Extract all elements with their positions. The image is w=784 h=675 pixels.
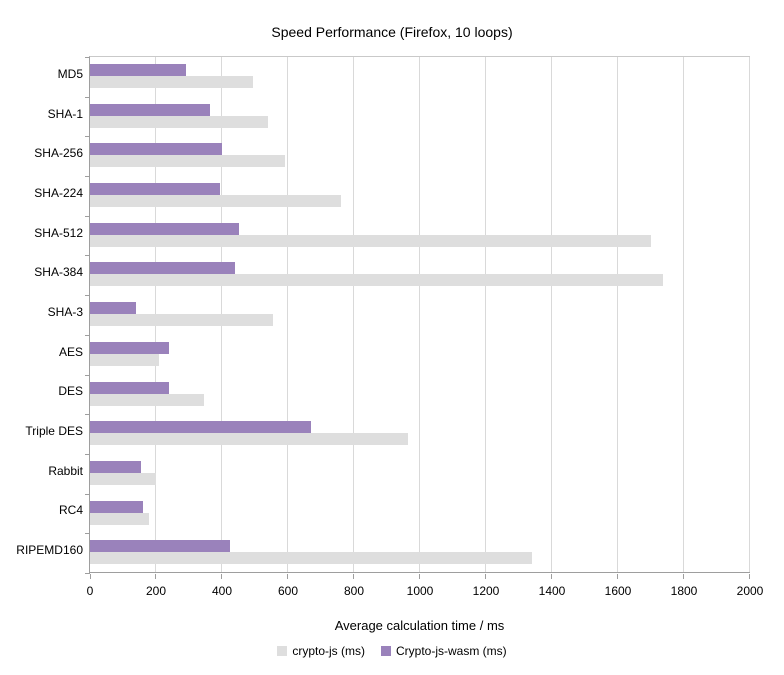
- x-tick-mark-1400: [551, 574, 552, 579]
- x-tick-label-400: 400: [211, 584, 233, 598]
- y-tick-mark: [85, 176, 90, 177]
- bar-crypto-js-ripemd160: [90, 552, 533, 565]
- category-label-ripemd160: RIPEMD160: [16, 543, 83, 558]
- gridline-x-600: [287, 57, 288, 572]
- x-tick-label-1200: 1200: [472, 584, 500, 598]
- gridline-x-1800: [683, 57, 684, 572]
- category-label-rabbit: Rabbit: [48, 463, 83, 478]
- bar-crypto-js-wasm-aes: [90, 341, 170, 354]
- bar-crypto-js-sha-256: [90, 155, 285, 168]
- legend-swatch-icon: [277, 646, 288, 656]
- bar-crypto-js-wasm-des: [90, 381, 170, 394]
- bar-crypto-js-wasm-rabbit: [90, 460, 142, 473]
- y-tick-mark: [85, 57, 90, 58]
- y-tick-mark: [85, 414, 90, 415]
- y-tick-mark: [85, 494, 90, 495]
- y-tick-mark: [85, 136, 90, 137]
- x-tick-mark-1200: [485, 574, 486, 579]
- x-tick-label-800: 800: [343, 584, 365, 598]
- bar-crypto-js-rabbit: [90, 472, 156, 485]
- category-label-aes: AES: [58, 344, 83, 359]
- gridline-x-1000: [419, 57, 420, 572]
- bar-crypto-js-sha-384: [90, 274, 663, 287]
- x-tick-mark-400: [221, 574, 222, 579]
- x-tick-label-2000: 2000: [736, 584, 764, 598]
- category-label-md5: MD5: [57, 66, 83, 81]
- bar-crypto-js-des: [90, 393, 204, 406]
- chart-area: 0 200 400 600 800 1000 1200 1400 1600 1800 2000 MD5…: [16, 56, 763, 598]
- bar-crypto-js-wasm-rc4: [90, 500, 143, 513]
- x-tick-mark-1600: [617, 574, 618, 579]
- chart-title: Speed Performance (Firefox, 10 loops): [271, 24, 513, 40]
- bar-crypto-js-triple-des: [90, 433, 409, 446]
- y-tick-mark: [85, 295, 90, 296]
- category-label-sha-1: SHA-1: [47, 106, 83, 121]
- x-tick-label-1400: 1400: [538, 584, 566, 598]
- y-tick-mark: [85, 335, 90, 336]
- plot-area: 0 200 400 600 800 1000 1200 1400 1600 1800 2000 MD5…: [16, 56, 763, 598]
- gridline-x-1600: [617, 57, 618, 572]
- category-label-sha-3: SHA-3: [47, 305, 83, 319]
- bar-crypto-js-md5: [90, 76, 254, 88]
- x-tick-label-200: 200: [145, 584, 167, 598]
- x-tick-mark-800: [353, 574, 354, 579]
- x-tick-label-1000: 1000: [406, 584, 434, 598]
- y-tick-mark: [85, 97, 90, 98]
- category-label-sha-256: SHA-256: [34, 146, 83, 161]
- bar-crypto-js-sha-1: [90, 115, 269, 128]
- bar-crypto-js-wasm-sha-1: [90, 103, 211, 116]
- bar-crypto-js-rc4: [90, 512, 150, 525]
- y-tick-mark: [85, 454, 90, 455]
- legend-item-crypto-js-ms-: crypto-js (ms): [277, 644, 365, 658]
- gridline-x-1200: [485, 57, 486, 572]
- x-tick-mark-1800: [683, 574, 684, 579]
- gridline-x-800: [353, 57, 354, 572]
- x-tick-label-1800: 1800: [670, 584, 698, 598]
- bar-crypto-js-wasm-ripemd160: [90, 540, 231, 553]
- x-tick-mark-1000: [419, 574, 420, 579]
- bar-crypto-js-wasm-sha-3: [90, 302, 137, 315]
- y-tick-mark: [85, 216, 90, 217]
- x-tick-mark-200: [155, 574, 156, 579]
- legend-item-crypto-js-wasm-ms-: Crypto-js-wasm (ms): [381, 644, 507, 658]
- category-label-sha-224: SHA-224: [34, 185, 83, 200]
- legend-swatch-icon: [381, 646, 391, 656]
- x-tick-label-600: 600: [277, 584, 299, 598]
- x-tick-mark-0: [90, 574, 91, 579]
- category-label-sha-384: SHA-384: [34, 265, 83, 280]
- bar-crypto-js-sha-512: [90, 234, 651, 247]
- x-tick-mark-2000: [749, 574, 750, 579]
- bar-crypto-js-aes: [90, 353, 160, 366]
- y-tick-mark: [85, 573, 90, 574]
- bar-crypto-js-wasm-sha-512: [90, 222, 239, 235]
- y-tick-mark: [85, 375, 90, 376]
- legend-label: crypto-js (ms): [292, 644, 365, 658]
- bar-crypto-js-sha-224: [90, 195, 341, 208]
- gridline-x-1400: [551, 57, 552, 572]
- y-tick-mark: [85, 255, 90, 256]
- legend-label: Crypto-js-wasm (ms): [396, 644, 507, 658]
- x-tick-label-1600: 1600: [604, 584, 632, 598]
- category-label-rc4: RC4: [58, 503, 83, 518]
- bar-crypto-js-wasm-md5: [90, 64, 186, 76]
- category-label-sha-512: SHA-512: [34, 225, 83, 240]
- gridline-x-2000: [749, 57, 750, 572]
- x-axis-title: Average calculation time / ms: [334, 618, 505, 633]
- bar-crypto-js-wasm-sha-224: [90, 183, 221, 196]
- x-tick-mark-600: [287, 574, 288, 579]
- category-label-triple-des: Triple DES: [25, 424, 83, 439]
- bar-crypto-js-wasm-sha-384: [90, 262, 236, 275]
- category-label-des: DES: [58, 384, 83, 399]
- x-tick-label-0: 0: [86, 584, 94, 598]
- y-tick-mark: [85, 533, 90, 534]
- legend: crypto-js (ms) Crypto-js-wasm (ms): [0, 644, 784, 658]
- bar-crypto-js-wasm-triple-des: [90, 421, 312, 434]
- bar-crypto-js-sha-3: [90, 314, 274, 327]
- bar-crypto-js-wasm-sha-256: [90, 143, 222, 156]
